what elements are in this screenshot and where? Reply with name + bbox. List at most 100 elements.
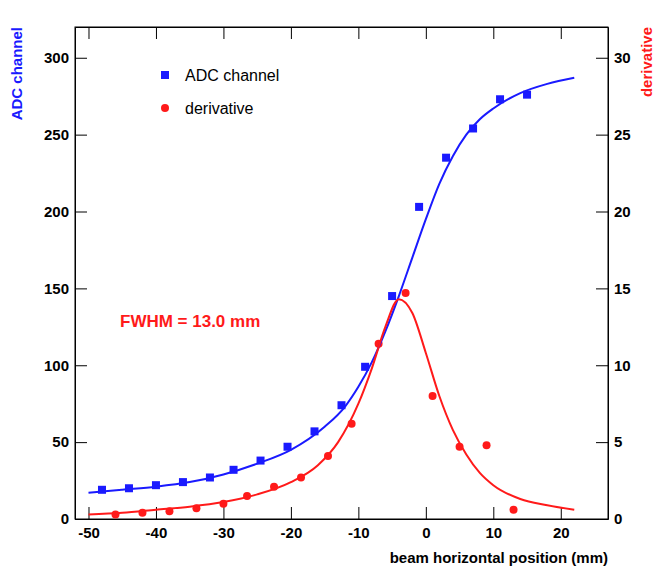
tick-label: -30 — [213, 524, 235, 541]
tick-mark — [596, 135, 608, 136]
y2-axis-title: derivative — [638, 27, 655, 97]
tick-label: 0 — [614, 510, 622, 527]
legend-marker — [161, 71, 169, 79]
tick-mark — [75, 135, 87, 136]
data-point — [510, 506, 518, 514]
tick-label: -50 — [78, 524, 100, 541]
tick: 20 — [553, 507, 570, 541]
data-point — [402, 289, 410, 297]
axis-line — [75, 28, 76, 520]
tick: -10 — [348, 507, 370, 541]
tick-label: 30 — [614, 49, 631, 66]
tick-label: 100 — [44, 357, 69, 374]
data-point — [429, 392, 437, 400]
tick — [88, 27, 89, 39]
tick: -50 — [78, 507, 100, 541]
data-point — [483, 441, 491, 449]
legend-entry: derivative — [161, 100, 254, 117]
legend-marker — [161, 104, 169, 112]
legend-label: ADC channel — [185, 67, 279, 84]
tick-mark — [223, 507, 224, 519]
tick-label: 0 — [422, 524, 430, 541]
tick-mark — [596, 519, 608, 520]
tick-mark — [426, 27, 427, 39]
tick — [156, 27, 157, 39]
tick: 0 — [422, 507, 430, 541]
tick-mark — [596, 288, 608, 289]
chart: -50-40-30-20-100102005010015020025030005… — [0, 0, 660, 573]
tick-label: 5 — [614, 433, 622, 450]
tick-label: 20 — [553, 524, 570, 541]
tick-mark — [426, 507, 427, 519]
tick-mark — [561, 27, 562, 39]
tick — [561, 27, 562, 39]
tick-mark — [291, 507, 292, 519]
tick-label: 25 — [614, 126, 631, 143]
tick-mark — [596, 442, 608, 443]
tick-label: 20 — [614, 203, 631, 220]
tick — [223, 27, 224, 39]
tick-mark — [88, 27, 89, 39]
tick: 25 — [596, 126, 631, 143]
tick-label: 15 — [614, 280, 631, 297]
data-point — [388, 292, 396, 300]
tick: 0 — [61, 510, 87, 527]
annotation: FWHM = 13.0 mm — [120, 312, 260, 331]
axis-line — [76, 519, 609, 520]
tick-label: 0 — [61, 510, 69, 527]
tick-label: 10 — [485, 524, 502, 541]
tick: 10 — [485, 507, 502, 541]
tick-label: 150 — [44, 280, 69, 297]
tick-label: 10 — [614, 357, 631, 374]
y-axis: 0 50 100 150 200 250 300 — [44, 28, 87, 528]
fit-line — [88, 299, 574, 514]
tick-mark — [75, 212, 87, 213]
tick: 15 — [596, 280, 631, 297]
y2-axis: 0 5 10 15 20 25 30 — [596, 28, 631, 528]
tick-mark — [358, 507, 359, 519]
background — [0, 0, 660, 573]
tick-label: 50 — [52, 433, 69, 450]
tick-mark — [596, 365, 608, 366]
data-point — [415, 203, 423, 211]
tick-mark — [75, 288, 87, 289]
x-axis-title: beam horizontal position (mm) — [390, 549, 608, 566]
tick-mark — [75, 442, 87, 443]
tick-mark — [75, 58, 87, 59]
tick-mark — [75, 519, 87, 520]
tick: 50 — [52, 433, 87, 450]
tick-label: 200 — [44, 203, 69, 220]
axis-line — [608, 28, 609, 520]
tick-mark — [75, 365, 87, 366]
tick-label: 250 — [44, 126, 69, 143]
tick-label: -10 — [348, 524, 370, 541]
tick: 200 — [44, 203, 87, 220]
tick: 250 — [44, 126, 87, 143]
legend: ADC channel derivative — [161, 67, 279, 117]
tick: 150 — [44, 280, 87, 297]
tick-label: 300 — [44, 49, 69, 66]
tick-mark — [358, 27, 359, 39]
x-axis: -50 -40 -30 -20 -10 0 10 20 — [76, 507, 609, 541]
tick-mark — [291, 27, 292, 39]
tick: 0 — [596, 510, 622, 527]
tick: 30 — [596, 49, 631, 66]
tick-mark — [596, 58, 608, 59]
data-point — [442, 154, 450, 162]
tick: 20 — [596, 203, 631, 220]
tick-mark — [561, 507, 562, 519]
legend-entry: ADC channel — [161, 67, 279, 84]
tick: -40 — [146, 507, 168, 541]
tick-label: -20 — [281, 524, 303, 541]
tick-mark — [88, 507, 89, 519]
tick: 5 — [596, 433, 622, 450]
tick-mark — [493, 27, 494, 39]
tick-mark — [156, 27, 157, 39]
fit-line — [88, 78, 574, 493]
tick — [426, 27, 427, 39]
tick — [291, 27, 292, 39]
x-axis-top — [76, 27, 609, 39]
plot-area — [88, 78, 574, 519]
legend-label: derivative — [185, 100, 254, 117]
tick-mark — [493, 507, 494, 519]
